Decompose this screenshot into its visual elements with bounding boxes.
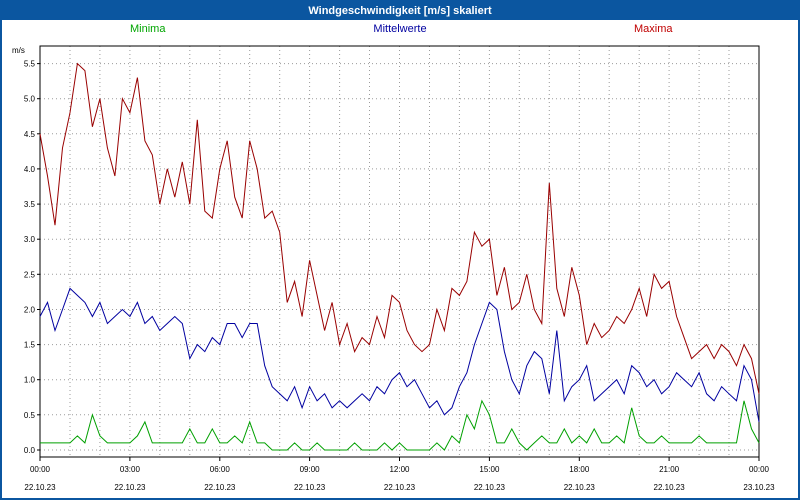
svg-text:00:00: 00:00 <box>30 465 51 474</box>
svg-text:21:00: 21:00 <box>659 465 680 474</box>
svg-text:4.5: 4.5 <box>24 130 36 139</box>
svg-text:15:00: 15:00 <box>479 465 500 474</box>
gridlines <box>40 46 759 457</box>
svg-text:03:00: 03:00 <box>120 465 141 474</box>
y-axis-unit: m/s <box>12 46 25 55</box>
svg-text:23.10.23: 23.10.23 <box>743 483 775 492</box>
svg-text:5.5: 5.5 <box>24 60 36 69</box>
svg-text:12:00: 12:00 <box>389 465 410 474</box>
legend: Minima Mittelwerte Maxima <box>2 20 798 40</box>
svg-text:0.5: 0.5 <box>24 411 36 420</box>
svg-text:0.0: 0.0 <box>24 446 36 455</box>
legend-minima: Minima <box>130 23 166 35</box>
svg-text:22.10.23: 22.10.23 <box>294 483 326 492</box>
svg-text:00:00: 00:00 <box>749 465 770 474</box>
svg-text:22.10.23: 22.10.23 <box>24 483 56 492</box>
legend-maxima: Maxima <box>634 23 673 35</box>
x-axis-labels: 00:00 22.10.23 03:00 22.10.23 06:00 22.10.23 0… <box>24 457 775 492</box>
legend-mittelwerte: Mittelwerte <box>373 23 427 35</box>
svg-text:2.0: 2.0 <box>24 306 36 315</box>
svg-text:09:00: 09:00 <box>300 465 321 474</box>
series-line-maxima <box>39 62 760 394</box>
svg-text:m/s: m/s <box>12 46 25 55</box>
svg-text:22.10.23: 22.10.23 <box>564 483 596 492</box>
plot-border <box>39 45 760 458</box>
svg-text:22.10.23: 22.10.23 <box>384 483 416 492</box>
svg-text:22.10.23: 22.10.23 <box>474 483 506 492</box>
window-title: Windgeschwindigkeit [m/s] skaliert <box>2 2 798 20</box>
series-line-mittelwerte <box>39 287 760 422</box>
svg-text:5.0: 5.0 <box>24 95 36 104</box>
svg-text:1.0: 1.0 <box>24 376 36 385</box>
svg-text:3.0: 3.0 <box>24 235 36 244</box>
svg-text:3.5: 3.5 <box>24 200 36 209</box>
svg-text:22.10.23: 22.10.23 <box>114 483 146 492</box>
wind-speed-chart: 0.0 0.5 1.0 1.5 2.0 2.5 3.0 3.5 4.0 4.5 5.0 5.5 m/s 0… <box>12 45 775 492</box>
series-lines <box>39 62 760 451</box>
svg-text:22.10.23: 22.10.23 <box>654 483 686 492</box>
svg-text:06:00: 06:00 <box>210 465 231 474</box>
svg-text:2.5: 2.5 <box>24 270 36 279</box>
series-line-minima <box>40 399 760 451</box>
svg-text:1.5: 1.5 <box>24 341 36 350</box>
y-axis-labels: 0.0 0.5 1.0 1.5 2.0 2.5 3.0 3.5 4.0 4.5 5.0 5.5 <box>24 60 40 455</box>
svg-text:18:00: 18:00 <box>569 465 590 474</box>
svg-text:4.0: 4.0 <box>24 165 36 174</box>
svg-text:22.10.23: 22.10.23 <box>204 483 236 492</box>
